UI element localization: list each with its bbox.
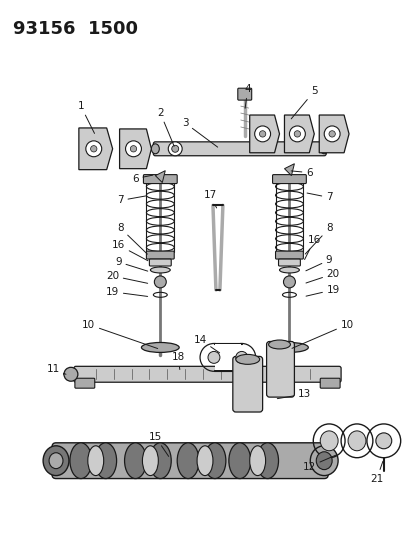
Text: 11: 11 xyxy=(46,365,66,374)
Circle shape xyxy=(254,126,270,142)
Circle shape xyxy=(154,276,166,288)
Ellipse shape xyxy=(347,431,365,451)
Circle shape xyxy=(125,141,141,157)
FancyBboxPatch shape xyxy=(143,175,177,183)
Text: 16: 16 xyxy=(304,235,320,260)
Ellipse shape xyxy=(88,446,103,475)
Text: 5: 5 xyxy=(290,86,317,119)
Text: 93156  1500: 93156 1500 xyxy=(13,20,138,38)
Ellipse shape xyxy=(204,443,225,479)
Text: 12: 12 xyxy=(302,455,336,472)
FancyBboxPatch shape xyxy=(149,259,171,266)
Text: 1: 1 xyxy=(77,101,94,133)
Polygon shape xyxy=(284,115,313,153)
FancyBboxPatch shape xyxy=(266,342,294,397)
Ellipse shape xyxy=(320,431,337,451)
Ellipse shape xyxy=(279,267,299,273)
Ellipse shape xyxy=(141,343,179,352)
Ellipse shape xyxy=(197,446,212,475)
Circle shape xyxy=(171,146,178,152)
Ellipse shape xyxy=(268,340,290,349)
Ellipse shape xyxy=(270,343,308,352)
Circle shape xyxy=(323,126,339,142)
Text: 7: 7 xyxy=(117,196,145,205)
FancyBboxPatch shape xyxy=(74,366,340,382)
Circle shape xyxy=(328,131,335,137)
Ellipse shape xyxy=(150,267,170,273)
Text: 8: 8 xyxy=(117,223,147,254)
Text: 19: 19 xyxy=(305,285,339,296)
Polygon shape xyxy=(119,129,151,168)
FancyBboxPatch shape xyxy=(275,251,303,259)
Polygon shape xyxy=(78,128,112,169)
Ellipse shape xyxy=(177,443,199,479)
Text: 9: 9 xyxy=(115,257,147,271)
Circle shape xyxy=(207,351,219,364)
Ellipse shape xyxy=(228,443,250,479)
Circle shape xyxy=(235,351,247,364)
FancyBboxPatch shape xyxy=(232,357,262,412)
Text: 21: 21 xyxy=(369,462,382,483)
Ellipse shape xyxy=(124,443,146,479)
Text: 16: 16 xyxy=(112,240,147,261)
Circle shape xyxy=(130,146,136,152)
Text: 20: 20 xyxy=(106,271,147,284)
Text: 7: 7 xyxy=(306,192,332,203)
Text: 14: 14 xyxy=(193,335,219,353)
Circle shape xyxy=(289,126,305,142)
Ellipse shape xyxy=(43,446,69,475)
Text: 9: 9 xyxy=(305,255,332,271)
FancyBboxPatch shape xyxy=(320,378,339,388)
FancyBboxPatch shape xyxy=(272,175,306,183)
Circle shape xyxy=(259,131,265,137)
Ellipse shape xyxy=(249,446,265,475)
Circle shape xyxy=(375,433,391,449)
Circle shape xyxy=(85,141,102,157)
Text: 8: 8 xyxy=(304,223,332,254)
FancyBboxPatch shape xyxy=(153,142,325,156)
Ellipse shape xyxy=(151,144,159,154)
Text: 15: 15 xyxy=(148,432,168,456)
Polygon shape xyxy=(318,115,348,153)
Polygon shape xyxy=(284,164,294,175)
Text: 20: 20 xyxy=(305,269,339,283)
FancyBboxPatch shape xyxy=(237,88,251,100)
FancyBboxPatch shape xyxy=(52,443,328,479)
Polygon shape xyxy=(155,171,165,183)
Ellipse shape xyxy=(235,354,259,365)
Text: 19: 19 xyxy=(106,287,147,297)
FancyBboxPatch shape xyxy=(278,259,300,266)
Circle shape xyxy=(168,142,182,156)
Ellipse shape xyxy=(95,443,116,479)
Circle shape xyxy=(90,146,97,152)
Circle shape xyxy=(283,276,295,288)
Ellipse shape xyxy=(142,446,158,475)
Ellipse shape xyxy=(316,452,331,470)
Ellipse shape xyxy=(310,446,337,475)
Circle shape xyxy=(64,367,78,381)
Text: 2: 2 xyxy=(157,108,174,146)
Ellipse shape xyxy=(70,443,92,479)
Text: 4: 4 xyxy=(244,84,250,108)
Text: 6: 6 xyxy=(132,174,152,183)
Ellipse shape xyxy=(256,443,278,479)
Text: 10: 10 xyxy=(291,320,353,349)
Ellipse shape xyxy=(49,453,63,469)
Text: 17: 17 xyxy=(203,190,216,208)
Text: 6: 6 xyxy=(290,168,312,177)
Ellipse shape xyxy=(149,443,171,479)
Polygon shape xyxy=(249,115,279,153)
FancyBboxPatch shape xyxy=(146,251,174,259)
Text: 3: 3 xyxy=(181,118,217,147)
Text: 18: 18 xyxy=(171,352,184,369)
FancyBboxPatch shape xyxy=(75,378,95,388)
Circle shape xyxy=(294,131,300,137)
Text: 10: 10 xyxy=(82,320,157,349)
Ellipse shape xyxy=(320,144,328,154)
Text: 13: 13 xyxy=(277,389,310,399)
FancyBboxPatch shape xyxy=(214,344,240,370)
